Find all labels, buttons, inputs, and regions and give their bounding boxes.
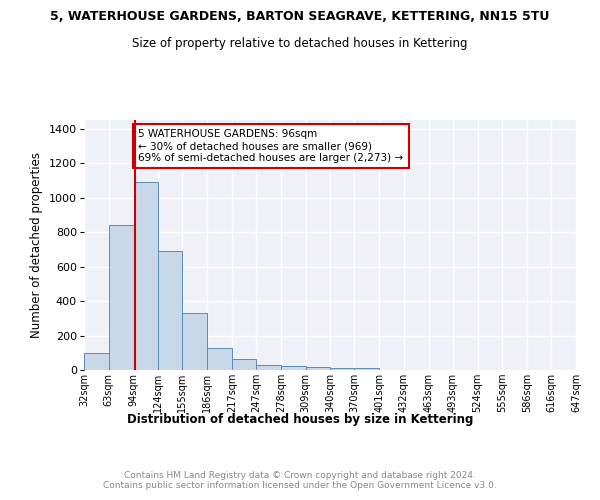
Bar xyxy=(84,354,109,370)
Bar xyxy=(355,368,379,370)
Bar xyxy=(232,360,256,370)
Bar xyxy=(331,368,355,370)
Text: 5, WATERHOUSE GARDENS, BARTON SEAGRAVE, KETTERING, NN15 5TU: 5, WATERHOUSE GARDENS, BARTON SEAGRAVE, … xyxy=(50,10,550,23)
Bar xyxy=(109,225,134,370)
Bar xyxy=(281,366,305,370)
Text: Size of property relative to detached houses in Kettering: Size of property relative to detached ho… xyxy=(132,38,468,51)
Bar xyxy=(158,251,182,370)
Bar xyxy=(256,365,281,370)
Bar xyxy=(305,368,331,370)
Bar xyxy=(134,182,158,370)
Text: Distribution of detached houses by size in Kettering: Distribution of detached houses by size … xyxy=(127,412,473,426)
Bar xyxy=(207,348,232,370)
Bar xyxy=(182,314,207,370)
Text: 5 WATERHOUSE GARDENS: 96sqm
← 30% of detached houses are smaller (969)
69% of se: 5 WATERHOUSE GARDENS: 96sqm ← 30% of det… xyxy=(139,130,404,162)
Text: Contains HM Land Registry data © Crown copyright and database right 2024.
Contai: Contains HM Land Registry data © Crown c… xyxy=(103,470,497,490)
Y-axis label: Number of detached properties: Number of detached properties xyxy=(31,152,43,338)
